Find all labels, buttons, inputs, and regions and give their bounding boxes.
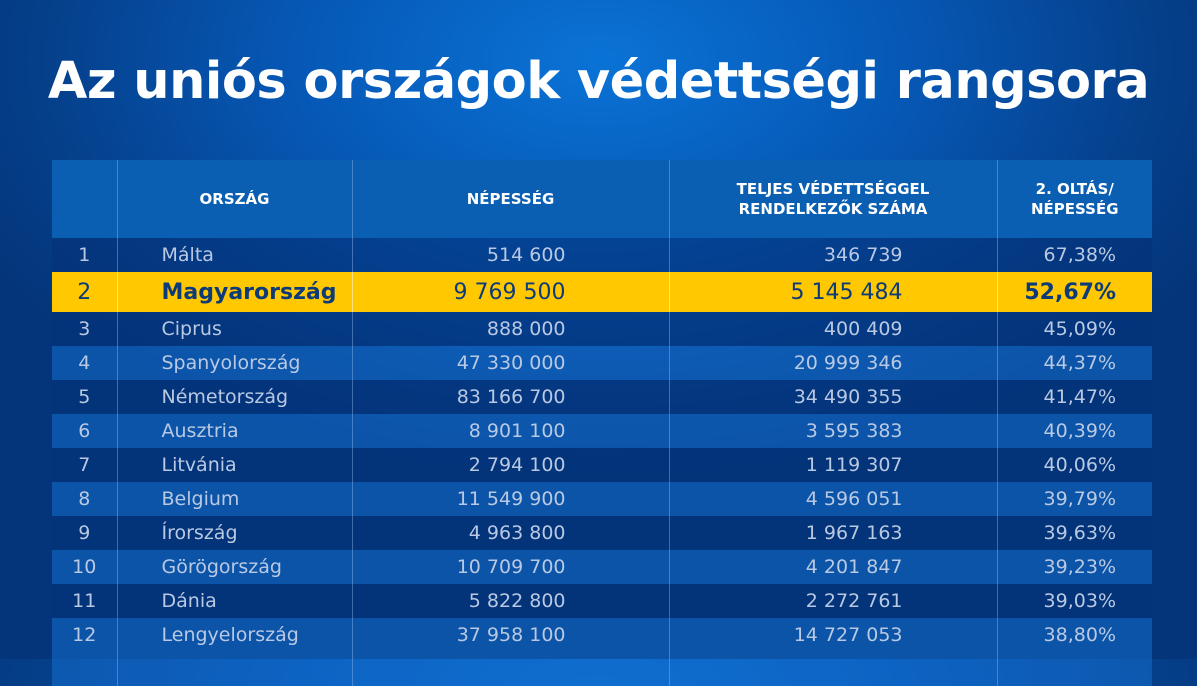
table-row: 12 Lengyelország 37 958 100 14 727 053 38,80… [52,618,1152,652]
table-row: 8 Belgium 11 549 900 4 596 051 39,79% [52,482,1152,516]
header-population: NÉPESSÉG [351,160,669,238]
table-row: 11 Dánia 5 822 800 2 272 761 39,03% [52,584,1152,618]
population-cell: 2 794 100 [351,448,669,482]
rank-cell: 4 [78,352,91,374]
ratio-cell: 39,03% [996,584,1152,618]
table-row: 9 Írország 4 963 800 1 967 163 39,63% [52,516,1152,550]
protected-cell: 34 490 355 [668,380,997,414]
empty-cell [668,652,997,686]
ratio-cell: 52,67% [996,272,1152,312]
protected-cell: 1 967 163 [668,516,997,550]
population-cell: 514 600 [351,238,669,272]
page-title: Az uniós országok védettségi rangsora [47,52,1150,111]
protected-cell: 400 409 [668,312,997,346]
population-cell: 83 166 700 [351,380,669,414]
population-cell: 9 769 500 [351,272,669,312]
protected-cell: 20 999 346 [668,346,997,380]
ratio-cell: 45,09% [996,312,1152,346]
rank-cell: 11 [72,590,97,612]
protected-cell: 4 201 847 [668,550,997,584]
protected-cell: 346 739 [668,238,997,272]
table-row: 5 Németország 83 166 700 34 490 355 41,47% [52,380,1152,414]
ratio-cell: 39,23% [996,550,1152,584]
header-country: ORSZÁG [116,160,352,238]
table-row: 4 Spanyolország 47 330 000 20 999 346 44,37% [52,346,1152,380]
protected-cell: 1 119 307 [668,448,997,482]
protected-cell: 14 727 053 [668,618,997,652]
header-ratio: 2. OLTÁS/ NÉPESSÉG [996,160,1152,238]
rank-cell: 6 [78,420,91,442]
population-cell: 8 901 100 [351,414,669,448]
header-protected: TELJES VÉDETTSÉGGEL RENDELKEZŐK SZÁMA [668,160,997,238]
ratio-cell: 41,47% [996,380,1152,414]
table-row: 3 Ciprus 888 000 400 409 45,09% [52,312,1152,346]
empty-cell [116,652,352,686]
country-cell: Magyarország [116,272,352,312]
rank-cell: 7 [78,454,91,476]
country-cell: Spanyolország [116,346,352,380]
ratio-cell: 40,39% [996,414,1152,448]
population-cell: 47 330 000 [351,346,669,380]
empty-cell [52,652,117,686]
table-row-partial [52,652,1152,686]
empty-cell [351,652,669,686]
table-row-highlighted: 2 Magyarország 9 769 500 5 145 484 52,67% [52,272,1152,312]
country-cell: Dánia [116,584,352,618]
empty-cell [996,652,1152,686]
population-cell: 5 822 800 [351,584,669,618]
ratio-cell: 44,37% [996,346,1152,380]
country-cell: Belgium [116,482,352,516]
country-cell: Málta [116,238,352,272]
population-cell: 10 709 700 [351,550,669,584]
country-cell: Lengyelország [116,618,352,652]
table-header: ORSZÁG NÉPESSÉG TELJES VÉDETTSÉGGEL RENDEL… [52,160,1152,238]
ratio-cell: 39,63% [996,516,1152,550]
rank-cell: 8 [78,488,91,510]
country-cell: Ausztria [116,414,352,448]
country-cell: Görögország [116,550,352,584]
country-cell: Írország [116,516,352,550]
country-cell: Litvánia [116,448,352,482]
rank-cell: 10 [72,556,97,578]
country-cell: Ciprus [116,312,352,346]
ratio-cell: 38,80% [996,618,1152,652]
population-cell: 37 958 100 [351,618,669,652]
country-cell: Németország [116,380,352,414]
ranking-table: ORSZÁG NÉPESSÉG TELJES VÉDETTSÉGGEL RENDEL… [52,160,1152,686]
ratio-cell: 39,79% [996,482,1152,516]
ratio-cell: 67,38% [996,238,1152,272]
header-rank [52,160,117,238]
ratio-cell: 40,06% [996,448,1152,482]
rank-cell: 1 [78,244,91,266]
table-row: 6 Ausztria 8 901 100 3 595 383 40,39% [52,414,1152,448]
table-row: 7 Litvánia 2 794 100 1 119 307 40,06% [52,448,1152,482]
population-cell: 11 549 900 [351,482,669,516]
protected-cell: 5 145 484 [668,272,997,312]
protected-cell: 3 595 383 [668,414,997,448]
table-row: 1 Málta 514 600 346 739 67,38% [52,238,1152,272]
rank-cell: 2 [77,279,92,305]
rank-cell: 5 [78,386,91,408]
rank-cell: 12 [72,624,97,646]
population-cell: 888 000 [351,312,669,346]
rank-cell: 9 [78,522,91,544]
protected-cell: 2 272 761 [668,584,997,618]
rank-cell: 3 [78,318,91,340]
population-cell: 4 963 800 [351,516,669,550]
protected-cell: 4 596 051 [668,482,997,516]
table-row: 10 Görögország 10 709 700 4 201 847 39,23% [52,550,1152,584]
